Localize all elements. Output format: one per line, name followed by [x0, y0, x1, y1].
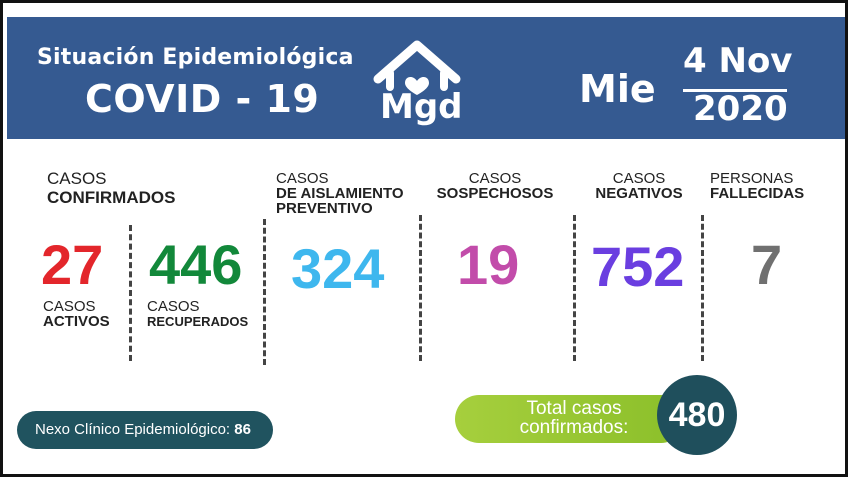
nexo-value: 86 — [234, 421, 251, 438]
date-divider — [683, 89, 787, 92]
date-year: 2020 — [693, 89, 788, 129]
activos-label: CASOS ACTIVOS — [43, 299, 110, 329]
house-heart-icon — [373, 40, 461, 95]
fallecidas-label-line1: PERSONAS — [710, 170, 794, 187]
sospechosos-label-line2: SOSPECHOSOS — [436, 185, 554, 202]
aislamiento-value: 324 — [291, 237, 385, 300]
recuperados-value: 446 — [149, 233, 243, 296]
separator — [263, 219, 266, 365]
total-pill — [455, 395, 685, 443]
separator — [419, 215, 422, 361]
negativos-label-line1: CASOS — [612, 170, 666, 187]
header-title: COVID - 19 — [85, 77, 320, 121]
confirmados-label-line1: CASOS — [47, 169, 107, 188]
total-value: 480 — [657, 375, 737, 455]
aislamiento-label: CASOS DE AISLAMIENTO PREVENTIVO — [276, 171, 404, 216]
fallecidas-label: PERSONAS FALLECIDAS — [710, 171, 804, 201]
sospechosos-label: CASOS SOSPECHOSOS — [435, 171, 555, 201]
nexo-badge: Nexo Clínico Epidemiológico: 86 — [17, 411, 273, 449]
negativos-value: 752 — [591, 235, 685, 298]
fallecidas-value: 7 — [751, 233, 783, 296]
recuperados-label-line2: RECUPERADOS — [147, 314, 249, 329]
negativos-label-line2: NEGATIVOS — [595, 185, 683, 202]
logo-text: Mgd — [380, 87, 463, 127]
header-banner: Situación Epidemiológica COVID - 19 Mgd … — [7, 17, 845, 139]
activos-label-line2: ACTIVOS — [43, 313, 110, 330]
sospechosos-value: 19 — [457, 233, 520, 296]
fallecidas-label-line2: FALLECIDAS — [710, 185, 805, 202]
total-label: Total casos confirmados: — [499, 399, 649, 437]
total-label-line2: confirmados: — [519, 417, 629, 438]
day-label: Mie — [579, 67, 656, 111]
confirmados-label: CASOS CONFIRMADOS — [47, 169, 175, 207]
sospechosos-label-line1: CASOS — [468, 170, 522, 187]
header-subtitle: Situación Epidemiológica — [37, 45, 354, 70]
aislamiento-label-line3: PREVENTIVO — [276, 200, 373, 217]
date-day-month: 4 Nov — [683, 41, 793, 81]
aislamiento-label-line2: DE AISLAMIENTO — [276, 185, 404, 202]
separator — [701, 215, 704, 361]
nexo-label: Nexo Clínico Epidemiológico: — [35, 421, 231, 438]
separator — [573, 215, 576, 361]
separator — [129, 225, 132, 361]
activos-label-line1: CASOS — [43, 298, 96, 315]
confirmados-label-line2: CONFIRMADOS — [47, 188, 176, 207]
recuperados-label-line1: CASOS — [147, 298, 200, 315]
activos-value: 27 — [41, 233, 104, 296]
total-label-line1: Total casos — [526, 398, 622, 419]
negativos-label: CASOS NEGATIVOS — [591, 171, 687, 201]
recuperados-label: CASOS RECUPERADOS — [147, 299, 248, 329]
aislamiento-label-line1: CASOS — [276, 170, 329, 187]
